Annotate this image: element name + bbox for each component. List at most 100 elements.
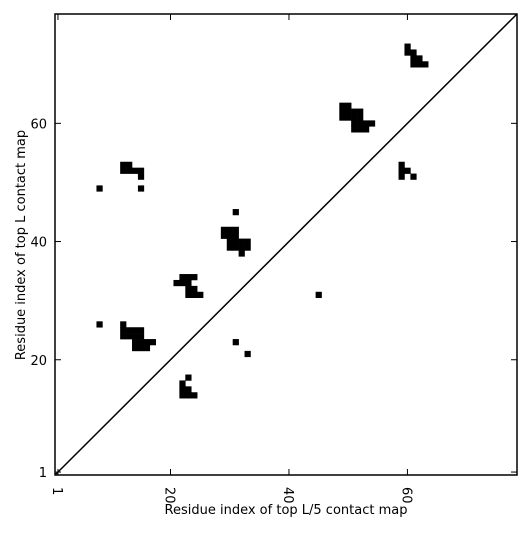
contact-cell bbox=[345, 114, 352, 121]
x-tick-label: 40 bbox=[280, 487, 295, 504]
contact-cell bbox=[410, 173, 417, 180]
contact-cell bbox=[191, 285, 198, 293]
contact-cell bbox=[126, 333, 133, 340]
contact-cell bbox=[185, 374, 192, 381]
contact-cell bbox=[132, 333, 139, 340]
contact-cell bbox=[351, 108, 358, 115]
contact-cell bbox=[220, 226, 228, 233]
contact-cell bbox=[120, 327, 127, 334]
contact-cell bbox=[179, 392, 186, 399]
contact-cell bbox=[96, 185, 103, 192]
contact-cell bbox=[191, 274, 198, 281]
contact-cell bbox=[244, 244, 251, 251]
contact-cell bbox=[137, 339, 145, 346]
contact-cell bbox=[185, 291, 192, 298]
contact-cell bbox=[232, 339, 239, 346]
contact-cell bbox=[143, 344, 151, 352]
contact-cell bbox=[363, 126, 370, 133]
contact-cell bbox=[232, 209, 239, 216]
contact-cell bbox=[120, 161, 127, 168]
contact-cell bbox=[244, 350, 251, 358]
y-tick-label: 40 bbox=[30, 236, 47, 251]
contact-cell bbox=[126, 327, 133, 334]
contact-cell bbox=[185, 392, 192, 399]
plot-frame bbox=[54, 13, 518, 476]
x-tick-label: 60 bbox=[398, 487, 413, 504]
contact-cell bbox=[96, 321, 103, 328]
contact-cell bbox=[351, 126, 358, 133]
contact-cell bbox=[226, 238, 233, 245]
contact-cell bbox=[363, 120, 370, 127]
contact-cell bbox=[357, 114, 364, 121]
contact-cell bbox=[357, 120, 364, 127]
contact-cell bbox=[416, 61, 423, 68]
contact-cell bbox=[143, 339, 151, 346]
contact-cell bbox=[185, 285, 192, 293]
contact-cell bbox=[137, 344, 145, 352]
contact-cell bbox=[398, 173, 405, 180]
contact-cell bbox=[179, 386, 186, 393]
contact-cell bbox=[410, 61, 417, 68]
contact-cell bbox=[339, 102, 346, 109]
contact-cell bbox=[173, 279, 180, 287]
contact-cell bbox=[238, 250, 245, 257]
contact-cell bbox=[410, 55, 417, 62]
contact-cell bbox=[137, 173, 145, 180]
x-tick-label: 20 bbox=[162, 487, 177, 504]
contact-cell bbox=[404, 49, 411, 56]
contact-cell bbox=[132, 344, 139, 352]
contact-cell bbox=[351, 120, 358, 127]
contact-cell bbox=[197, 291, 204, 298]
contact-cell bbox=[232, 238, 239, 245]
contact-cell bbox=[179, 279, 186, 287]
contact-cell bbox=[179, 380, 186, 387]
contact-cell bbox=[368, 120, 376, 127]
contact-cell bbox=[132, 339, 139, 346]
contact-cell bbox=[404, 167, 411, 174]
contact-cell bbox=[410, 49, 417, 56]
y-tick-label: 60 bbox=[30, 117, 47, 132]
contact-cell bbox=[238, 244, 245, 251]
contact-cell bbox=[345, 108, 352, 115]
contact-cell bbox=[185, 386, 192, 393]
contact-cell bbox=[132, 167, 139, 174]
contact-cell bbox=[404, 43, 411, 50]
contact-cell bbox=[232, 232, 239, 239]
contact-cell bbox=[315, 291, 322, 298]
contact-cell bbox=[185, 274, 192, 281]
x-axis-label: Residue index of top L/5 contact map bbox=[165, 503, 408, 518]
y-tick-label: 20 bbox=[30, 354, 47, 369]
contact-cell bbox=[120, 333, 127, 340]
contact-cell bbox=[226, 232, 233, 239]
contact-cell bbox=[398, 161, 405, 168]
contact-cell bbox=[220, 232, 228, 239]
contact-cell bbox=[238, 238, 245, 245]
contact-cell bbox=[137, 167, 145, 174]
contact-cell bbox=[351, 114, 358, 121]
contact-cell bbox=[137, 333, 145, 340]
diagonal-line bbox=[54, 13, 518, 476]
contact-cell bbox=[179, 274, 186, 281]
contact-cell bbox=[232, 226, 239, 233]
contact-cell bbox=[339, 114, 346, 121]
x-tick-label: 1 bbox=[49, 487, 64, 495]
y-tick-label: 1 bbox=[39, 466, 47, 481]
contact-cell bbox=[185, 279, 192, 287]
y-axis-label: Residue index of top L contact map bbox=[14, 130, 29, 360]
contact-cell bbox=[226, 226, 233, 233]
contact-cell bbox=[422, 61, 429, 68]
contact-cell bbox=[191, 392, 198, 399]
contact-cell bbox=[137, 327, 145, 334]
contact-cell bbox=[137, 185, 145, 192]
contact-cell bbox=[345, 102, 352, 109]
contact-cell bbox=[226, 244, 233, 251]
contact-cell bbox=[126, 167, 133, 174]
contact-cell bbox=[126, 161, 133, 168]
contact-cell bbox=[398, 167, 405, 174]
contact-cell bbox=[416, 55, 423, 62]
contact-cell bbox=[120, 167, 127, 174]
contact-cell bbox=[339, 108, 346, 115]
contact-cell bbox=[357, 108, 364, 115]
contact-cell bbox=[232, 244, 239, 251]
